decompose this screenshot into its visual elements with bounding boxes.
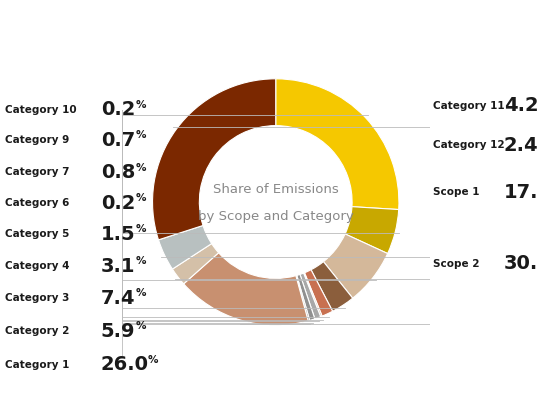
Text: %: % (136, 100, 146, 110)
Text: Share of Emissions: Share of Emissions (213, 183, 338, 196)
Text: 0.8: 0.8 (101, 163, 135, 182)
Text: by Scope and Category: by Scope and Category (198, 210, 353, 223)
Text: 4.2: 4.2 (504, 96, 538, 116)
Text: Category 10: Category 10 (5, 105, 76, 115)
Text: 0.7: 0.7 (101, 131, 135, 150)
Wedge shape (159, 226, 211, 269)
Text: %: % (136, 162, 146, 172)
Text: 17.7: 17.7 (504, 183, 538, 202)
Text: Category 9: Category 9 (5, 135, 69, 145)
Text: Category 3: Category 3 (5, 293, 69, 303)
Wedge shape (311, 262, 353, 311)
Text: Category 12: Category 12 (434, 140, 505, 150)
Text: 1.5: 1.5 (101, 224, 136, 244)
Wedge shape (323, 234, 388, 298)
Text: %: % (147, 355, 158, 365)
Text: 7.4: 7.4 (101, 288, 135, 308)
Text: %: % (136, 322, 146, 332)
Text: 5.9: 5.9 (101, 322, 135, 341)
Text: 2.4: 2.4 (504, 136, 538, 155)
Text: Category 1: Category 1 (5, 360, 69, 370)
Text: Category 4: Category 4 (5, 261, 69, 271)
Text: %: % (136, 224, 146, 234)
Wedge shape (300, 273, 321, 319)
Wedge shape (297, 274, 315, 320)
Text: Category 5: Category 5 (5, 229, 69, 239)
Text: 0.2: 0.2 (101, 194, 135, 213)
Text: Category 7: Category 7 (5, 168, 69, 178)
Wedge shape (345, 207, 399, 254)
Text: Scope 2: Scope 2 (434, 258, 480, 269)
Wedge shape (153, 79, 276, 240)
Wedge shape (275, 79, 399, 210)
Text: %: % (136, 288, 146, 298)
Text: 26.0: 26.0 (101, 355, 149, 374)
Text: %: % (136, 193, 146, 203)
Wedge shape (183, 253, 308, 325)
Wedge shape (303, 273, 322, 317)
Text: 30.0: 30.0 (504, 254, 538, 273)
Wedge shape (172, 244, 218, 284)
Text: Scope 1: Scope 1 (434, 187, 480, 197)
Text: Category 2: Category 2 (5, 326, 69, 336)
Text: 3.1: 3.1 (101, 256, 135, 276)
Text: Category 11: Category 11 (434, 101, 505, 111)
Wedge shape (296, 276, 310, 321)
Text: %: % (136, 130, 146, 140)
Text: Category 6: Category 6 (5, 198, 69, 208)
Text: %: % (136, 256, 146, 266)
Wedge shape (305, 270, 332, 316)
Text: 0.2: 0.2 (101, 100, 135, 119)
